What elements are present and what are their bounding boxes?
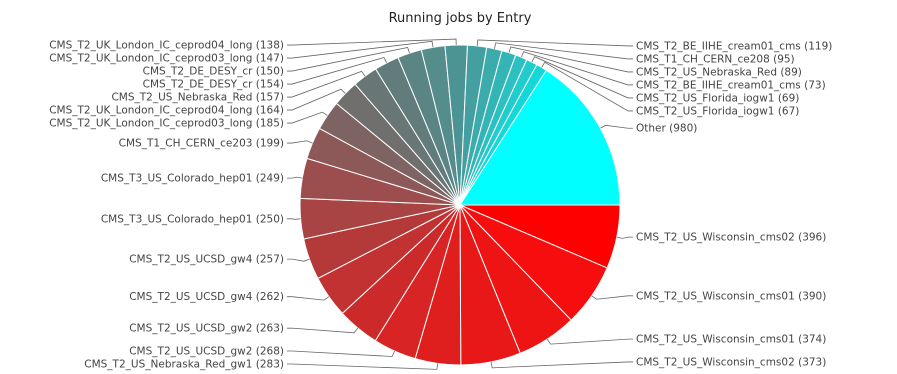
label-leader-line [287,258,310,262]
label-leader-line [546,338,633,345]
label-leader-line [287,350,395,357]
label-leader-line [591,295,633,300]
label-leader-line [287,327,359,334]
slice-label: CMS_T2_US_Florida_iogw1 (67) [636,105,799,117]
slice-label: CMS_T2_US_Wisconsin_cms01 (374) [636,334,826,346]
slice-label: CMS_T3_US_Colorado_hep01 (250) [101,213,284,225]
slice-label: CMS_T2_UK_London_IC_ceprod04_long (138) [49,40,284,52]
label-leader-line [541,61,633,112]
label-leader-line [287,218,301,220]
label-leader-line [287,56,388,85]
slice-label: CMS_T1_CH_CERN_ce208 (95) [636,53,795,65]
label-leader-line [287,296,330,301]
label-leader-line [600,124,633,129]
label-leader-line [287,88,346,111]
label-leader-lines [287,38,633,370]
label-leader-line [520,51,633,86]
label-leader-line [287,363,439,370]
slice-label: CMS_T2_UK_London_IC_ceprod03_long (147) [49,53,284,65]
slice-labels: CMS_T2_BE_IIHE_cream01_cms (119)CMS_T1_C… [49,40,832,371]
slice-label: CMS_T1_CH_CERN_ce203 (199) [119,138,284,150]
slice-label: CMS_T2_US_UCSD_gw4 (262) [129,291,284,303]
label-leader-line [494,42,633,60]
slice-label: CMS_T2_US_Wisconsin_cms02 (396) [636,232,826,244]
label-leader-line [287,176,303,179]
slice-label: CMS_T2_BE_IIHE_cream01_cms (73) [636,79,826,91]
slice-label: CMS_T2_US_UCSD_gw2 (268) [129,346,284,358]
slice-label: CMS_T2_UK_London_IC_ceprod03_long (185) [49,118,284,130]
label-leader-line [287,47,410,72]
slice-label: CMS_T2_US_Wisconsin_cms01 (390) [636,290,826,302]
slice-label: CMS_T2_US_UCSD_gw4 (257) [129,254,284,266]
slice-label: CMS_T2_US_Nebraska_Red_gw1 (283) [84,359,284,371]
label-leader-line [616,236,633,239]
label-leader-line [476,39,633,47]
chart-title: Running jobs by Entry [389,11,532,26]
slice-label: Other (980) [636,123,697,135]
label-leader-line [287,111,328,124]
slice-label: CMS_T2_DE_DESY_cr (150) [143,66,284,78]
label-leader-line [287,40,434,59]
slice-label: CMS_T2_US_Nebraska_Red (157) [111,92,284,104]
slice-label: CMS_T2_US_Florida_iogw1 (69) [636,92,799,104]
slice-label: CMS_T2_US_Wisconsin_cms02 (373) [636,356,826,368]
label-leader-line [490,361,633,369]
label-leader-line [287,38,457,46]
slice-label: CMS_T2_DE_DESY_cr (154) [143,79,284,91]
label-leader-line [508,46,633,73]
label-leader-line [287,140,313,144]
slice-label: CMS_T2_US_UCSD_gw2 (263) [129,323,284,335]
label-leader-line [287,70,366,98]
slice-label: CMS_T2_BE_IIHE_cream01_cms (119) [636,40,832,52]
slice-label: CMS_T3_US_Colorado_hep01 (249) [101,173,284,185]
pie-slices [299,44,621,366]
slice-label: CMS_T2_US_Nebraska_Red (89) [636,66,802,78]
label-leader-line [531,56,633,99]
slice-label: CMS_T2_UK_London_IC_ceprod04_long (164) [49,105,284,117]
